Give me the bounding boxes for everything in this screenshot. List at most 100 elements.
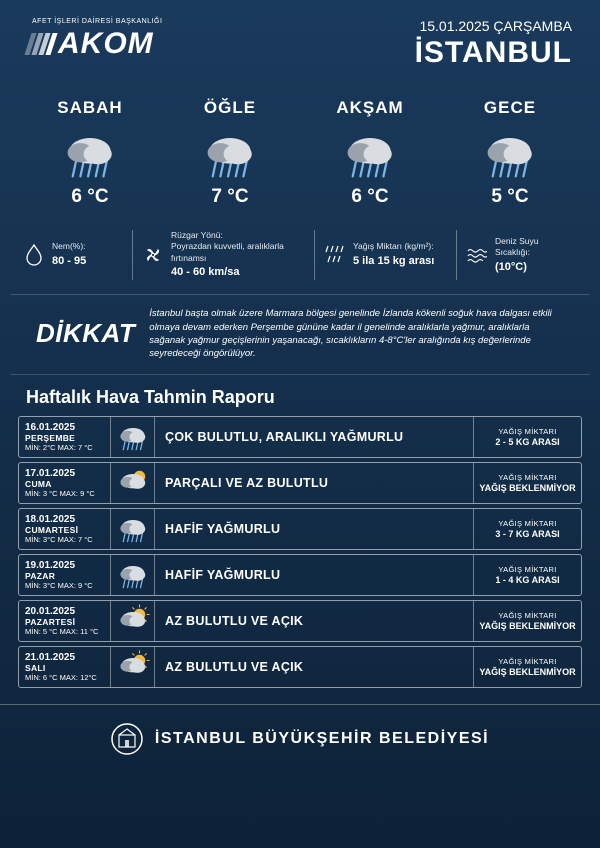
- forecast-date-cell: 16.01.2025 PERŞEMBE MİN: 2°C MAX: 7 °C: [19, 417, 111, 457]
- warning-text: İstanbul başta olmak üzere Marmara bölge…: [149, 307, 564, 360]
- date-city: 15.01.2025 ÇARŞAMBA İSTANBUL: [415, 18, 572, 70]
- forecast-icon-rain: [111, 555, 155, 595]
- forecast-row: 21.01.2025 SALI MİN: 6 °C MAX: 12°C AZ B…: [18, 646, 582, 688]
- forecast-day: CUMA: [25, 479, 104, 489]
- wind-label: Rüzgar Yönü:: [171, 230, 300, 241]
- footer: İSTANBUL BÜYÜKŞEHİR BELEDİYESİ: [0, 705, 600, 755]
- date-text: 15.01.2025 ÇARŞAMBA: [415, 18, 572, 34]
- weather-icon-rain: [303, 126, 437, 182]
- weather-infographic: AFET İŞLERİ DAİRESİ BAŞKANLIĞI AKOM 15.0…: [0, 0, 600, 848]
- city-name: İSTANBUL: [415, 36, 572, 70]
- forecast-desc: ÇOK BULUTLU, ARALIKLI YAĞMURLU: [155, 430, 473, 444]
- period-temp: 6 °C: [303, 186, 437, 208]
- forecast-precip-value: YAĞIŞ BEKLENMİYOR: [478, 667, 577, 678]
- stats-row: Nem(%): 80 - 95 Rüzgar Yönü: Poyrazdan k…: [0, 220, 600, 294]
- humidity-value: 80 - 95: [52, 254, 86, 269]
- humidity-icon: [24, 245, 44, 265]
- forecast-desc: HAFİF YAĞMURLU: [155, 522, 473, 536]
- forecast-icon-rain: [111, 509, 155, 549]
- logo-text: AKOM: [58, 27, 154, 61]
- forecast-precip-value: 3 - 7 KG ARASI: [478, 529, 577, 540]
- precip-icon: [325, 245, 345, 265]
- wind-desc: Poyrazdan kuvvetli, aralıklarla fırtınam…: [171, 241, 300, 264]
- forecast-date-cell: 18.01.2025 CUMARTESİ MİN: 3°C MAX: 7 °C: [19, 509, 111, 549]
- stat-sea: Deniz Suyu Sıcaklığı: (10°C): [456, 230, 576, 280]
- forecast-date: 18.01.2025: [25, 514, 104, 525]
- warning-title: DİKKAT: [36, 318, 135, 349]
- forecast-date-cell: 17.01.2025 CUMA MİN: 3 °C MAX: 9 °C: [19, 463, 111, 503]
- forecast-minmax: MİN: 5 °C MAX: 11 °C: [25, 627, 104, 636]
- forecast-date-cell: 19.01.2025 PAZAR MİN: 3°C MAX: 9 °C: [19, 555, 111, 595]
- period-öğle: ÖĞLE 7 °C: [163, 98, 297, 208]
- precip-label: Yağış Miktarı (kg/m²):: [353, 241, 434, 252]
- forecast-date-cell: 21.01.2025 SALI MİN: 6 °C MAX: 12°C: [19, 647, 111, 687]
- sea-icon: [467, 245, 487, 265]
- forecast-precip-cell: YAĞIŞ MİKTARI 2 - 5 KG ARASI: [473, 417, 581, 457]
- forecast-precip-value: YAĞIŞ BEKLENMİYOR: [478, 621, 577, 632]
- forecast-date: 21.01.2025: [25, 652, 104, 663]
- forecast-date: 20.01.2025: [25, 606, 104, 617]
- weather-icon-rain: [163, 126, 297, 182]
- logo-bars-icon: [24, 33, 57, 55]
- forecast-precip-cell: YAĞIŞ MİKTARI 1 - 4 KG ARASI: [473, 555, 581, 595]
- day-periods: SABAH 6 °C ÖĞLE 7 °C AKŞAM 6 °C GECE 5 °…: [0, 80, 600, 220]
- weekly-title: Haftalık Hava Tahmin Raporu: [0, 375, 600, 416]
- forecast-date: 19.01.2025: [25, 560, 104, 571]
- period-label: SABAH: [23, 98, 157, 118]
- forecast-day: SALI: [25, 663, 104, 673]
- period-label: ÖĞLE: [163, 98, 297, 118]
- forecast-day: PERŞEMBE: [25, 433, 104, 443]
- period-sabah: SABAH 6 °C: [23, 98, 157, 208]
- stat-precip: Yağış Miktarı (kg/m²): 5 ila 15 kg arası: [314, 230, 448, 280]
- period-label: AKŞAM: [303, 98, 437, 118]
- warning-box: DİKKAT İstanbul başta olmak üzere Marmar…: [10, 294, 590, 375]
- forecast-day: CUMARTESİ: [25, 525, 104, 535]
- forecast-desc: PARÇALI VE AZ BULUTLU: [155, 476, 473, 490]
- humidity-label: Nem(%):: [52, 241, 86, 252]
- period-akşam: AKŞAM 6 °C: [303, 98, 437, 208]
- forecast-row: 16.01.2025 PERŞEMBE MİN: 2°C MAX: 7 °C Ç…: [18, 416, 582, 458]
- period-label: GECE: [443, 98, 577, 118]
- footer-text: İSTANBUL BÜYÜKŞEHİR BELEDİYESİ: [155, 730, 489, 748]
- forecast-row: 18.01.2025 CUMARTESİ MİN: 3°C MAX: 7 °C …: [18, 508, 582, 550]
- wind-value: 40 - 60 km/sa: [171, 265, 300, 280]
- forecast-desc: AZ BULUTLU VE AÇIK: [155, 660, 473, 674]
- sea-value: (10°C): [495, 260, 570, 275]
- weather-icon-rain: [443, 126, 577, 182]
- forecast-icon-partly: [111, 463, 155, 503]
- forecast-minmax: MİN: 3°C MAX: 7 °C: [25, 535, 104, 544]
- forecast-icon-sunny: [111, 647, 155, 687]
- forecast-precip-cell: YAĞIŞ MİKTARI YAĞIŞ BEKLENMİYOR: [473, 647, 581, 687]
- forecast-minmax: MİN: 3°C MAX: 9 °C: [25, 581, 104, 590]
- forecast-date: 17.01.2025: [25, 468, 104, 479]
- period-temp: 7 °C: [163, 186, 297, 208]
- forecast-precip-value: 2 - 5 KG ARASI: [478, 437, 577, 448]
- precip-value: 5 ila 15 kg arası: [353, 254, 434, 269]
- stat-wind: Rüzgar Yönü: Poyrazdan kuvvetli, aralıkl…: [132, 230, 306, 280]
- forecast-row: 17.01.2025 CUMA MİN: 3 °C MAX: 9 °C PARÇ…: [18, 462, 582, 504]
- period-temp: 6 °C: [23, 186, 157, 208]
- ibb-logo-icon: [111, 723, 143, 755]
- forecast-precip-label: YAĞIŞ MİKTARI: [478, 519, 577, 528]
- logo-subtitle: AFET İŞLERİ DAİRESİ BAŞKANLIĞI: [32, 18, 162, 25]
- forecast-minmax: MİN: 3 °C MAX: 9 °C: [25, 489, 104, 498]
- forecast-table: 16.01.2025 PERŞEMBE MİN: 2°C MAX: 7 °C Ç…: [0, 416, 600, 688]
- forecast-precip-label: YAĞIŞ MİKTARI: [478, 565, 577, 574]
- forecast-precip-cell: YAĞIŞ MİKTARI YAĞIŞ BEKLENMİYOR: [473, 601, 581, 641]
- akom-logo: AKOM: [28, 27, 162, 61]
- period-gece: GECE 5 °C: [443, 98, 577, 208]
- forecast-precip-label: YAĞIŞ MİKTARI: [478, 657, 577, 666]
- forecast-precip-cell: YAĞIŞ MİKTARI 3 - 7 KG ARASI: [473, 509, 581, 549]
- sea-label: Deniz Suyu Sıcaklığı:: [495, 236, 570, 259]
- wind-icon: [143, 245, 163, 265]
- forecast-desc: AZ BULUTLU VE AÇIK: [155, 614, 473, 628]
- forecast-precip-label: YAĞIŞ MİKTARI: [478, 611, 577, 620]
- forecast-minmax: MİN: 6 °C MAX: 12°C: [25, 673, 104, 682]
- forecast-minmax: MİN: 2°C MAX: 7 °C: [25, 443, 104, 452]
- weather-icon-rain: [23, 126, 157, 182]
- forecast-date-cell: 20.01.2025 PAZARTESİ MİN: 5 °C MAX: 11 °…: [19, 601, 111, 641]
- forecast-day: PAZAR: [25, 571, 104, 581]
- forecast-precip-label: YAĞIŞ MİKTARI: [478, 473, 577, 482]
- forecast-date: 16.01.2025: [25, 422, 104, 433]
- period-temp: 5 °C: [443, 186, 577, 208]
